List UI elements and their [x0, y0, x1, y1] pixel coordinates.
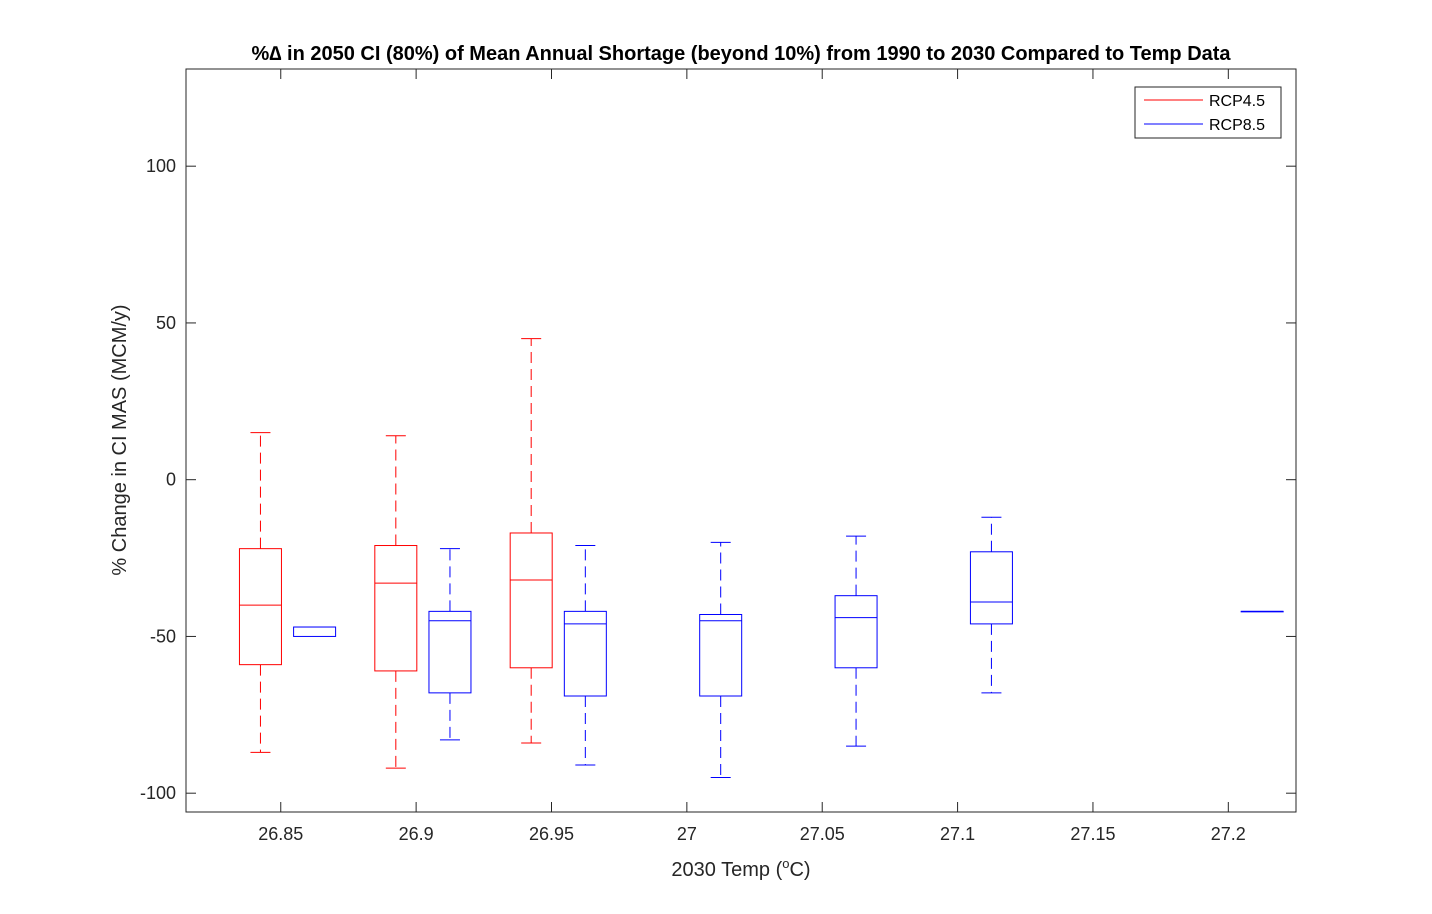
legend: RCP4.5 RCP8.5 [1134, 86, 1282, 139]
box-rcp45 [238, 432, 282, 753]
box-body [699, 613, 743, 697]
x-axis-label: 2030 Temp (oC) [671, 856, 810, 881]
box-plots [238, 338, 1284, 779]
x-tick-label: 27.05 [800, 824, 845, 844]
box-rcp85 [1240, 610, 1284, 613]
x-tick-label: 27 [677, 824, 697, 844]
x-axis-label-main: 2030 Temp ( [671, 859, 782, 881]
legend-label-rcp45: RCP4.5 [1209, 93, 1265, 110]
box-rcp85 [428, 548, 472, 741]
box-rcp85 [969, 516, 1013, 694]
box-rcp85 [834, 535, 878, 747]
x-tick-label: 26.85 [258, 824, 303, 844]
x-axis-label-end: C) [789, 859, 810, 881]
plot-frame [185, 68, 1297, 813]
y-tick-label: 50 [156, 313, 176, 333]
box-rcp45 [509, 338, 553, 744]
y-tick-label: 0 [166, 470, 176, 490]
x-tick-label: 26.9 [399, 824, 434, 844]
x-tick-label: 27.15 [1070, 824, 1115, 844]
box-rcp85 [293, 626, 337, 637]
box-body [509, 532, 553, 669]
x-tick-label: 27.2 [1211, 824, 1246, 844]
box-body [969, 551, 1013, 625]
x-tick-label: 26.95 [529, 824, 574, 844]
box-body [374, 545, 418, 672]
y-axis-label: % Change in CI MAS (MCM/y) [109, 304, 131, 575]
box-rcp85 [699, 541, 743, 779]
x-axis-label-superscript: o [782, 856, 789, 871]
box-body [834, 595, 878, 669]
y-tick-label: -100 [140, 783, 176, 803]
box-rcp85 [563, 545, 607, 766]
box-rcp45 [374, 435, 418, 769]
plot-area [185, 68, 1297, 813]
y-axis-ticks: -100 -50 0 50 100 [140, 156, 1296, 803]
box-body [428, 610, 472, 694]
box-body [563, 610, 607, 697]
x-tick-label: 27.1 [940, 824, 975, 844]
legend-box [1134, 86, 1282, 139]
x-axis-ticks: 26.85 26.9 26.95 27 27.05 27.1 27.15 27.2 [258, 69, 1246, 844]
chart-title: %∆ in 2050 CI (80%) of Mean Annual Short… [251, 43, 1231, 65]
box-body [238, 548, 282, 666]
legend-label-rcp85: RCP8.5 [1209, 117, 1265, 134]
y-tick-label: -50 [150, 626, 176, 646]
y-tick-label: 100 [146, 156, 176, 176]
